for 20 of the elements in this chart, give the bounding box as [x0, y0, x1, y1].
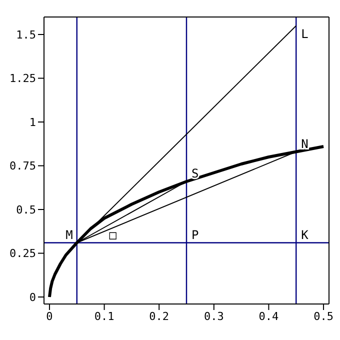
y-tick-label: 0.5: [16, 203, 36, 216]
annotation: M: [66, 228, 73, 242]
y-tick-label: 1: [29, 116, 36, 129]
y-tick-label: 0.75: [10, 160, 36, 173]
x-tick-label: 0.2: [149, 310, 170, 323]
annotation: P: [192, 228, 199, 242]
x-tick-label: 0.5: [314, 310, 334, 323]
annotation: L: [301, 26, 308, 41]
annotation: S: [192, 166, 199, 180]
y-tick-label: 0: [29, 290, 36, 304]
x-tick-label: 0.4: [258, 310, 280, 323]
y-tick-label: 0.25: [10, 247, 36, 260]
annotation: K: [301, 228, 310, 242]
x-tick-label: 0.3: [204, 310, 224, 323]
y-tick-label: 1.25: [10, 72, 36, 86]
annotation: □: [109, 228, 118, 242]
x-tick-label: 0.1: [94, 310, 114, 323]
annotation: N: [301, 136, 308, 151]
x-tick-label: 0: [46, 310, 53, 323]
y-tick-label: 1.5: [16, 28, 36, 42]
